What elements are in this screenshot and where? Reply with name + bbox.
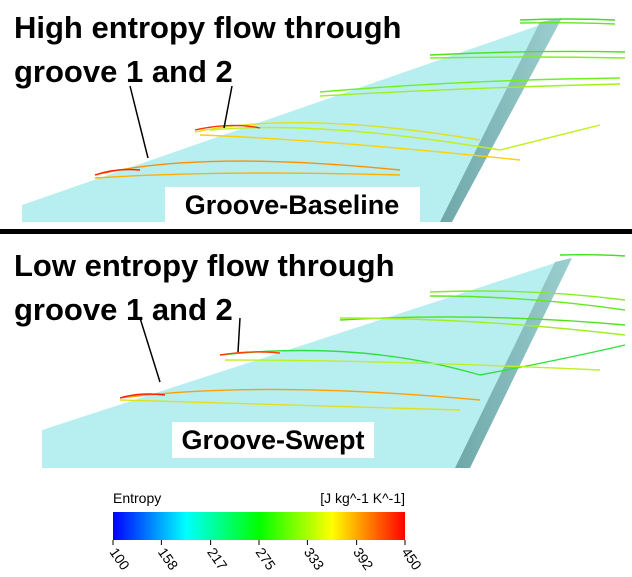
tick-label: 217 — [204, 545, 231, 573]
tick-label: 333 — [301, 545, 328, 573]
pointer — [238, 318, 240, 352]
colorbar-unit: [J kg^-1 K^-1] — [320, 490, 405, 506]
panel-label: Groove-Baseline — [185, 190, 400, 220]
tick-label: 100 — [107, 545, 134, 573]
colorbar — [113, 512, 405, 540]
colorbar-title: Entropy — [113, 490, 161, 506]
pointer — [224, 86, 232, 128]
divider — [0, 229, 632, 234]
panel-title: groove 1 and 2 — [14, 54, 233, 89]
tick-label: 158 — [155, 545, 182, 573]
pointer — [130, 86, 148, 158]
tick-label: 450 — [399, 545, 426, 573]
tick-label: 275 — [253, 545, 280, 573]
pointer — [140, 318, 160, 382]
tick-label: 392 — [350, 545, 377, 573]
panel-title: High entropy flow through — [14, 10, 401, 45]
panel-label: Groove-Swept — [181, 425, 364, 455]
panel-title: Low entropy flow through — [14, 248, 395, 283]
panel-title: groove 1 and 2 — [14, 292, 233, 327]
figure: Groove-Baseline High entropy flow throug… — [0, 0, 632, 577]
colorbar-ticks: 100 158 217 275 333 392 450 — [107, 540, 426, 573]
